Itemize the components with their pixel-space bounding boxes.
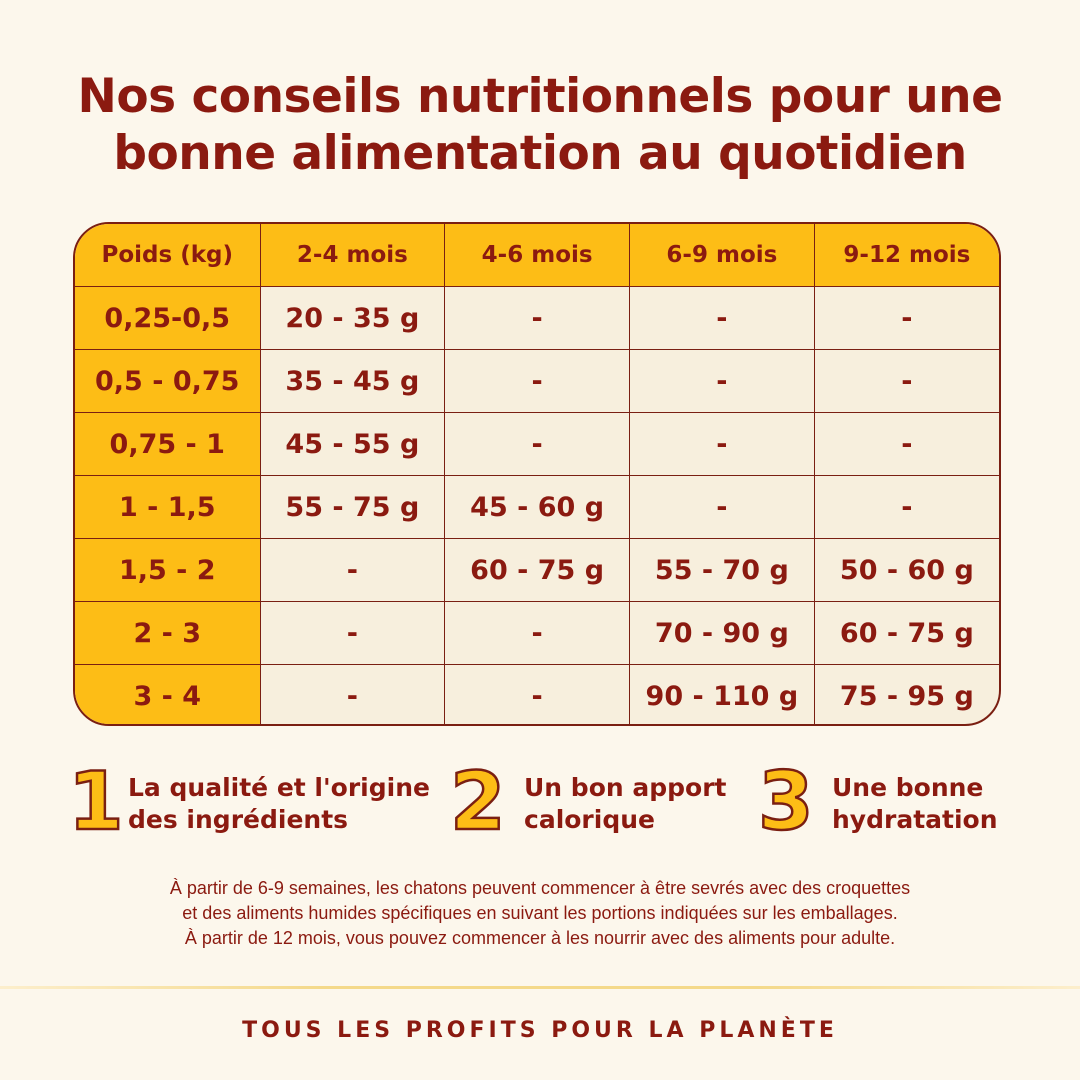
portion-cell: - xyxy=(444,412,630,476)
portion-cell: 55 - 70 g xyxy=(629,538,815,602)
portion-cell: - xyxy=(259,664,446,724)
portion-cell: 20 - 35 g xyxy=(259,286,446,350)
portion-cell: - xyxy=(813,475,999,539)
header-2-4-months: 2-4 mois xyxy=(259,224,446,287)
tip-number: 2 xyxy=(449,755,507,848)
tip-text: Une bonne hydratation xyxy=(832,772,998,836)
weaning-note: À partir de 6-9 semaines, les chatons pe… xyxy=(0,876,1080,951)
header-6-9-months: 6-9 mois xyxy=(629,224,815,287)
table-row: 0,5 - 0,75 35 - 45 g - - - xyxy=(75,349,999,413)
portion-cell: - xyxy=(813,286,999,350)
table-row: 1 - 1,5 55 - 75 g 45 - 60 g - - xyxy=(75,475,999,539)
portion-cell: - xyxy=(444,601,630,665)
header-9-12-months: 9-12 mois xyxy=(813,224,999,287)
feeding-table: Poids (kg) 2-4 mois 4-6 mois 6-9 mois 9-… xyxy=(73,222,1001,726)
tip-text-line: Une bonne xyxy=(832,773,984,802)
weight-cell: 2 - 3 xyxy=(75,601,261,665)
portion-cell: 55 - 75 g xyxy=(259,475,446,539)
footer-tagline: TOUS LES PROFITS POUR LA PLANÈTE xyxy=(242,1018,838,1043)
portion-cell: 60 - 75 g xyxy=(813,601,999,665)
portion-cell: - xyxy=(259,538,446,602)
note-line: À partir de 12 mois, vous pouvez commenc… xyxy=(184,928,896,948)
weight-cell: 0,5 - 0,75 xyxy=(75,349,261,413)
table-row: 0,25-0,5 20 - 35 g - - - xyxy=(75,286,999,350)
note-line: et des aliments humides spécifiques en s… xyxy=(182,903,898,923)
tip-text-line: Un bon apport xyxy=(524,773,727,802)
portion-cell: 50 - 60 g xyxy=(813,538,999,602)
footer-divider xyxy=(0,986,1080,989)
tip-text-line: La qualité et l'origine xyxy=(128,773,430,802)
portion-cell: - xyxy=(813,412,999,476)
portion-cell: 70 - 90 g xyxy=(629,601,815,665)
weight-cell: 1 - 1,5 xyxy=(75,475,261,539)
tip-text: La qualité et l'origine des ingrédients xyxy=(128,772,430,836)
tip-text-line: calorique xyxy=(524,805,655,834)
header-weight: Poids (kg) xyxy=(75,224,261,287)
weight-cell: 0,75 - 1 xyxy=(75,412,261,476)
title-line-2: bonne alimentation au quotidien xyxy=(113,126,967,181)
portion-cell: 45 - 55 g xyxy=(259,412,446,476)
note-line: À partir de 6-9 semaines, les chatons pe… xyxy=(169,878,911,898)
weight-cell: 0,25-0,5 xyxy=(75,286,261,350)
table-header-row: Poids (kg) 2-4 mois 4-6 mois 6-9 mois 9-… xyxy=(75,224,999,287)
tips-section: 1 La qualité et l'origine des ingrédient… xyxy=(0,760,1080,848)
portion-cell: 35 - 45 g xyxy=(259,349,446,413)
portion-cell: - xyxy=(629,412,815,476)
portion-cell: 75 - 95 g xyxy=(813,664,999,724)
portion-cell: - xyxy=(444,286,630,350)
tip-text-line: hydratation xyxy=(832,805,998,834)
portion-cell: 90 - 110 g xyxy=(629,664,815,724)
portion-cell: - xyxy=(813,349,999,413)
table-row: 2 - 3 - - 70 - 90 g 60 - 75 g xyxy=(75,601,999,665)
portion-cell: - xyxy=(629,286,815,350)
portion-cell: 60 - 75 g xyxy=(444,538,630,602)
title-line-1: Nos conseils nutritionnels pour une xyxy=(77,69,1003,124)
table-row: 0,75 - 1 45 - 55 g - - - xyxy=(75,412,999,476)
tip-number: 1 xyxy=(67,755,125,848)
weight-cell: 1,5 - 2 xyxy=(75,538,261,602)
portion-cell: - xyxy=(629,475,815,539)
header-4-6-months: 4-6 mois xyxy=(444,224,630,287)
portion-cell: - xyxy=(444,349,630,413)
tip-text: Un bon apport calorique xyxy=(524,772,727,836)
page-title: Nos conseils nutritionnels pour une bonn… xyxy=(0,68,1080,182)
portion-cell: - xyxy=(259,601,446,665)
table-row: 3 - 4 - - 90 - 110 g 75 - 95 g xyxy=(75,664,999,724)
weight-cell: 3 - 4 xyxy=(75,664,261,724)
portion-cell: 45 - 60 g xyxy=(444,475,630,539)
portion-cell: - xyxy=(444,664,630,724)
table-row: 1,5 - 2 - 60 - 75 g 55 - 70 g 50 - 60 g xyxy=(75,538,999,602)
tip-number: 3 xyxy=(757,755,815,848)
portion-cell: - xyxy=(629,349,815,413)
tip-text-line: des ingrédients xyxy=(128,805,349,834)
